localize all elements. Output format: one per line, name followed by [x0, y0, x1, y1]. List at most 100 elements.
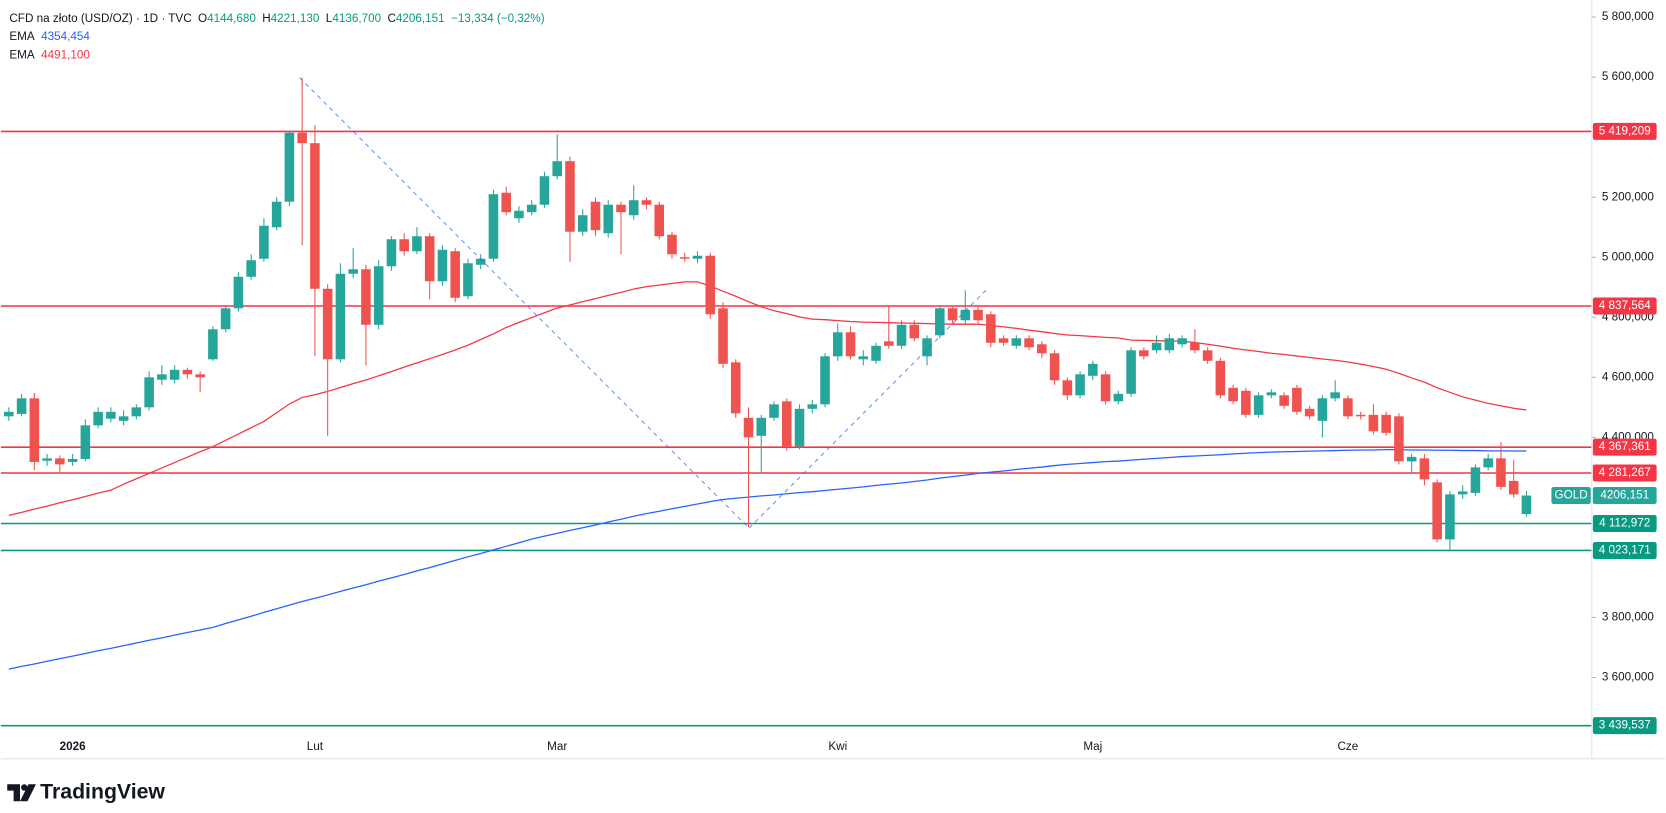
candle-body: [106, 411, 116, 419]
indicator-name: EMA: [9, 30, 35, 43]
candle-body: [399, 239, 409, 252]
candle-body: [1394, 416, 1404, 462]
candle-body: [628, 200, 639, 216]
level-label: 4 112,972: [1599, 517, 1650, 530]
level-label: 4 023,171: [1599, 544, 1651, 557]
quote-value: 4136,700: [332, 12, 381, 25]
header-quote: CFD na złoto (USD/OZ) · 1D · TVC O4144,68…: [9, 12, 544, 25]
candle-body: [131, 407, 142, 417]
candle-body: [1496, 458, 1506, 487]
x-tick-label: Kwi: [828, 740, 847, 753]
candle-body: [1062, 380, 1073, 396]
candle-body: [590, 201, 601, 231]
candle-body: [1190, 342, 1200, 351]
candle-body: [157, 374, 167, 380]
trend-line: [299, 77, 750, 529]
x-tick-label: Cze: [1338, 740, 1359, 753]
candle-body: [424, 236, 435, 282]
candle-body: [1381, 414, 1391, 433]
candle-body: [909, 324, 920, 339]
candle-body: [4, 411, 14, 417]
candle-body: [246, 260, 256, 277]
level-tag: [1592, 122, 1657, 140]
candle-body: [1253, 395, 1264, 415]
candle-body: [501, 192, 511, 213]
candle-body: [118, 416, 129, 421]
candle-body: [667, 234, 677, 255]
candle-body: [794, 408, 805, 447]
level-tag: [1592, 297, 1657, 315]
candle-body: [55, 458, 65, 465]
candle-body: [220, 308, 231, 330]
candle-body: [1279, 395, 1289, 406]
symbol-tag: GOLD: [1555, 489, 1588, 502]
candle-body: [1343, 398, 1353, 417]
candle-body: [1432, 482, 1442, 540]
candle-body: [182, 369, 193, 375]
logo-icon: [20, 784, 36, 802]
candle-body: [730, 362, 741, 414]
candle-body: [552, 161, 562, 177]
level-tag: [1592, 515, 1657, 533]
candle-body: [1355, 414, 1366, 417]
candle-body: [781, 401, 792, 447]
candle-body: [935, 308, 945, 336]
x-tick-label: Mar: [547, 740, 567, 753]
candle-body: [960, 309, 971, 321]
candle-body: [208, 329, 218, 360]
level-label: 4 281,267: [1599, 466, 1651, 479]
candle-body: [322, 288, 333, 360]
quote-key: L: [326, 12, 333, 25]
candle-body: [1088, 363, 1098, 376]
candle-body: [259, 225, 269, 259]
quote-key: C: [387, 12, 395, 25]
y-tick-label: 5 200,000: [1602, 190, 1654, 203]
y-tick-label: 4 600,000: [1602, 370, 1654, 383]
ema-line: [8, 281, 1527, 517]
candle-body: [769, 404, 779, 418]
candle-body: [1024, 338, 1034, 348]
candle-body: [616, 204, 626, 213]
candle-body: [1317, 398, 1328, 421]
candle-body: [1445, 494, 1455, 540]
candle-body: [1151, 342, 1162, 351]
candle-body: [973, 309, 983, 321]
candle-body: [565, 161, 575, 232]
symbol-tag-bg: [1551, 487, 1591, 505]
price-tag-bg: [1592, 487, 1657, 505]
quote-change: −13,334 (−0,32%): [451, 12, 545, 25]
candle-body: [1037, 344, 1047, 354]
indicator-legend: EMA 4354,454: [9, 30, 90, 43]
level-tag: [1592, 717, 1657, 735]
candle-body: [1266, 392, 1277, 396]
candle-body: [1483, 458, 1493, 468]
candle-body: [947, 308, 958, 321]
candle-body: [1419, 458, 1430, 480]
candle-body: [437, 249, 448, 282]
price-tag: 4206,151: [1600, 489, 1649, 502]
plot-area: [0, 77, 1592, 727]
candle-body: [93, 411, 103, 426]
level-tag: [1592, 541, 1657, 559]
candle-body: [807, 404, 818, 409]
candle-body: [922, 338, 932, 357]
brand-logo: TradingView: [7, 779, 165, 803]
candle-body: [412, 236, 422, 252]
indicator-value: 4491,100: [41, 48, 90, 61]
candle-body: [488, 194, 499, 259]
candle-body: [641, 200, 652, 205]
candle-body: [1368, 414, 1379, 432]
candle-body: [67, 458, 78, 462]
candle-body: [335, 273, 346, 360]
trend-line: [748, 288, 988, 529]
candle-body: [1457, 491, 1468, 495]
candle-body: [718, 308, 728, 364]
level-tag: [1592, 464, 1657, 482]
candle-body: [373, 266, 384, 325]
candle-body: [833, 332, 843, 357]
candle-body: [310, 143, 320, 289]
candle-body: [1508, 480, 1519, 495]
candle-body: [475, 258, 486, 265]
